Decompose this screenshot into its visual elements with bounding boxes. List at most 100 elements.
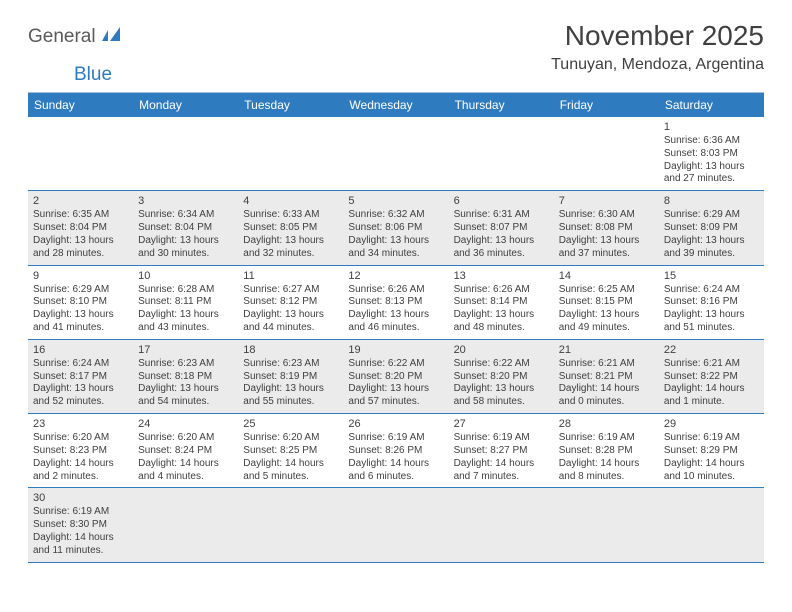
sunrise-line: Sunrise: 6:30 AM: [559, 209, 654, 222]
daylight-line: Daylight: 13 hours and 58 minutes.: [454, 383, 549, 409]
sunrise-line: Sunrise: 6:22 AM: [454, 358, 549, 371]
sunset-line: Sunset: 8:10 PM: [33, 296, 128, 309]
weekday-header: Sunday: [28, 93, 133, 117]
day-number: 6: [454, 194, 549, 208]
sunset-line: Sunset: 8:05 PM: [243, 222, 338, 235]
daylight-line: Daylight: 14 hours and 10 minutes.: [664, 458, 759, 484]
sunset-line: Sunset: 8:06 PM: [348, 222, 443, 235]
weeks-container: 1Sunrise: 6:36 AMSunset: 8:03 PMDaylight…: [28, 117, 764, 563]
daylight-line: Daylight: 14 hours and 0 minutes.: [559, 383, 654, 409]
daylight-line: Daylight: 14 hours and 7 minutes.: [454, 458, 549, 484]
weekday-header: Monday: [133, 93, 238, 117]
sunset-line: Sunset: 8:23 PM: [33, 445, 128, 458]
day-number: 18: [243, 343, 338, 357]
sunrise-line: Sunrise: 6:24 AM: [664, 284, 759, 297]
daylight-line: Daylight: 13 hours and 52 minutes.: [33, 383, 128, 409]
week-row: 16Sunrise: 6:24 AMSunset: 8:17 PMDayligh…: [28, 340, 764, 414]
day-number: 4: [243, 194, 338, 208]
day-cell: 18Sunrise: 6:23 AMSunset: 8:19 PMDayligh…: [238, 340, 343, 413]
day-number: 15: [664, 269, 759, 283]
sunset-line: Sunset: 8:14 PM: [454, 296, 549, 309]
sunset-line: Sunset: 8:26 PM: [348, 445, 443, 458]
day-cell: [238, 488, 343, 561]
day-number: 11: [243, 269, 338, 283]
sunrise-line: Sunrise: 6:36 AM: [664, 135, 759, 148]
sunrise-line: Sunrise: 6:26 AM: [454, 284, 549, 297]
daylight-line: Daylight: 13 hours and 32 minutes.: [243, 235, 338, 261]
sunrise-line: Sunrise: 6:24 AM: [33, 358, 128, 371]
day-number: 14: [559, 269, 654, 283]
day-number: 2: [33, 194, 128, 208]
sunrise-line: Sunrise: 6:20 AM: [243, 432, 338, 445]
day-number: 24: [138, 417, 233, 431]
sunrise-line: Sunrise: 6:21 AM: [664, 358, 759, 371]
day-cell: 5Sunrise: 6:32 AMSunset: 8:06 PMDaylight…: [343, 191, 448, 264]
day-cell: 15Sunrise: 6:24 AMSunset: 8:16 PMDayligh…: [659, 266, 764, 339]
day-cell: 2Sunrise: 6:35 AMSunset: 8:04 PMDaylight…: [28, 191, 133, 264]
sunset-line: Sunset: 8:08 PM: [559, 222, 654, 235]
sunset-line: Sunset: 8:24 PM: [138, 445, 233, 458]
weekday-header-row: SundayMondayTuesdayWednesdayThursdayFrid…: [28, 93, 764, 117]
day-number: 9: [33, 269, 128, 283]
sunset-line: Sunset: 8:22 PM: [664, 371, 759, 384]
sunset-line: Sunset: 8:29 PM: [664, 445, 759, 458]
day-number: 19: [348, 343, 443, 357]
day-cell: 19Sunrise: 6:22 AMSunset: 8:20 PMDayligh…: [343, 340, 448, 413]
daylight-line: Daylight: 13 hours and 57 minutes.: [348, 383, 443, 409]
day-cell: 20Sunrise: 6:22 AMSunset: 8:20 PMDayligh…: [449, 340, 554, 413]
day-number: 17: [138, 343, 233, 357]
sunset-line: Sunset: 8:09 PM: [664, 222, 759, 235]
sunset-line: Sunset: 8:11 PM: [138, 296, 233, 309]
day-number: 16: [33, 343, 128, 357]
sunrise-line: Sunrise: 6:19 AM: [33, 506, 128, 519]
day-cell: 24Sunrise: 6:20 AMSunset: 8:24 PMDayligh…: [133, 414, 238, 487]
sunset-line: Sunset: 8:04 PM: [138, 222, 233, 235]
day-number: 28: [559, 417, 654, 431]
sunrise-line: Sunrise: 6:29 AM: [664, 209, 759, 222]
sunrise-line: Sunrise: 6:31 AM: [454, 209, 549, 222]
day-cell: 1Sunrise: 6:36 AMSunset: 8:03 PMDaylight…: [659, 117, 764, 190]
day-number: 12: [348, 269, 443, 283]
day-number: 27: [454, 417, 549, 431]
sunrise-line: Sunrise: 6:20 AM: [138, 432, 233, 445]
daylight-line: Daylight: 13 hours and 28 minutes.: [33, 235, 128, 261]
logo: General: [28, 26, 124, 48]
day-number: 13: [454, 269, 549, 283]
day-number: 26: [348, 417, 443, 431]
day-cell: [449, 117, 554, 190]
day-cell: 3Sunrise: 6:34 AMSunset: 8:04 PMDaylight…: [133, 191, 238, 264]
sunrise-line: Sunrise: 6:27 AM: [243, 284, 338, 297]
daylight-line: Daylight: 13 hours and 44 minutes.: [243, 309, 338, 335]
day-cell: [554, 488, 659, 561]
sails-icon: [100, 27, 122, 48]
sunrise-line: Sunrise: 6:23 AM: [243, 358, 338, 371]
location: Tunuyan, Mendoza, Argentina: [551, 56, 764, 74]
calendar: SundayMondayTuesdayWednesdayThursdayFrid…: [28, 92, 764, 563]
daylight-line: Daylight: 13 hours and 37 minutes.: [559, 235, 654, 261]
day-cell: 6Sunrise: 6:31 AMSunset: 8:07 PMDaylight…: [449, 191, 554, 264]
logo-word2: Blue: [74, 64, 112, 85]
day-cell: 22Sunrise: 6:21 AMSunset: 8:22 PMDayligh…: [659, 340, 764, 413]
daylight-line: Daylight: 14 hours and 5 minutes.: [243, 458, 338, 484]
daylight-line: Daylight: 13 hours and 51 minutes.: [664, 309, 759, 335]
sunrise-line: Sunrise: 6:28 AM: [138, 284, 233, 297]
day-cell: 26Sunrise: 6:19 AMSunset: 8:26 PMDayligh…: [343, 414, 448, 487]
sunrise-line: Sunrise: 6:22 AM: [348, 358, 443, 371]
daylight-line: Daylight: 14 hours and 1 minute.: [664, 383, 759, 409]
sunrise-line: Sunrise: 6:29 AM: [33, 284, 128, 297]
weekday-header: Friday: [554, 93, 659, 117]
sunset-line: Sunset: 8:15 PM: [559, 296, 654, 309]
day-cell: [133, 117, 238, 190]
sunrise-line: Sunrise: 6:20 AM: [33, 432, 128, 445]
daylight-line: Daylight: 14 hours and 11 minutes.: [33, 532, 128, 558]
sunrise-line: Sunrise: 6:19 AM: [348, 432, 443, 445]
sunset-line: Sunset: 8:19 PM: [243, 371, 338, 384]
day-cell: 21Sunrise: 6:21 AMSunset: 8:21 PMDayligh…: [554, 340, 659, 413]
daylight-line: Daylight: 13 hours and 27 minutes.: [664, 161, 759, 187]
day-number: 21: [559, 343, 654, 357]
day-number: 10: [138, 269, 233, 283]
day-cell: 13Sunrise: 6:26 AMSunset: 8:14 PMDayligh…: [449, 266, 554, 339]
day-number: 30: [33, 491, 128, 505]
sunset-line: Sunset: 8:18 PM: [138, 371, 233, 384]
day-cell: 27Sunrise: 6:19 AMSunset: 8:27 PMDayligh…: [449, 414, 554, 487]
